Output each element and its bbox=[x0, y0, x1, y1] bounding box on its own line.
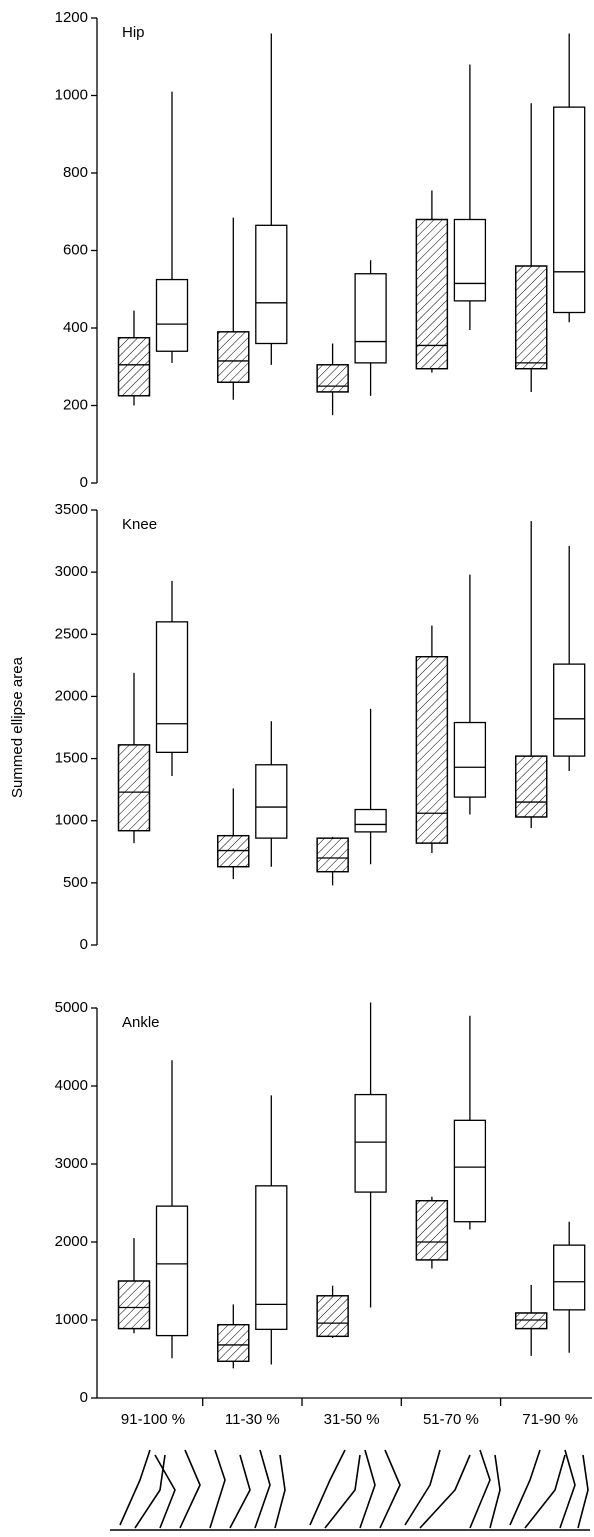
box-hatch bbox=[316, 837, 349, 873]
box bbox=[354, 273, 387, 364]
y-tick-label: 1200 bbox=[55, 9, 88, 26]
walking-figures bbox=[110, 1449, 590, 1531]
box bbox=[453, 218, 487, 302]
box-hatch bbox=[117, 1280, 151, 1330]
y-tick-label: 5000 bbox=[55, 999, 88, 1016]
box-hatch bbox=[217, 1324, 250, 1362]
y-tick-label: 200 bbox=[63, 396, 88, 413]
y-tick-label: 2500 bbox=[55, 625, 88, 642]
x-tick-label: 71-90 % bbox=[522, 1411, 578, 1428]
y-tick-label: 500 bbox=[63, 874, 88, 891]
y-tick-label: 1000 bbox=[55, 1311, 88, 1328]
box bbox=[453, 721, 487, 798]
y-tick-label: 600 bbox=[63, 241, 88, 258]
box bbox=[155, 1205, 189, 1337]
box-hatch bbox=[415, 1200, 449, 1261]
box-hatch bbox=[117, 337, 151, 397]
y-tick-label: 1000 bbox=[55, 812, 88, 829]
y-tick-label: 3000 bbox=[55, 1155, 88, 1172]
y-tick-label: 4000 bbox=[55, 1077, 88, 1094]
box bbox=[354, 808, 387, 833]
box bbox=[354, 1093, 387, 1193]
box bbox=[155, 621, 189, 754]
box-hatch bbox=[415, 218, 449, 370]
box bbox=[553, 663, 586, 757]
x-tick-label: 51-70 % bbox=[423, 1411, 479, 1428]
y-axis-label: Summed ellipse area bbox=[9, 656, 26, 798]
box bbox=[553, 1244, 586, 1311]
y-tick-label: 3000 bbox=[55, 563, 88, 580]
box-hatch bbox=[515, 755, 548, 818]
box bbox=[553, 106, 586, 314]
box-hatch bbox=[515, 1312, 548, 1330]
box bbox=[255, 1185, 288, 1331]
x-tick-label: 31-50 % bbox=[324, 1411, 380, 1428]
box bbox=[255, 764, 288, 839]
panel-title: Knee bbox=[122, 516, 157, 533]
box-hatch bbox=[415, 656, 449, 844]
y-tick-label: 2000 bbox=[55, 687, 88, 704]
panel-title: Hip bbox=[122, 24, 145, 41]
y-tick-label: 2000 bbox=[55, 1233, 88, 1250]
y-tick-label: 0 bbox=[80, 474, 88, 491]
box bbox=[155, 278, 189, 352]
box-hatch bbox=[117, 744, 151, 832]
x-tick-label: 91-100 % bbox=[121, 1411, 185, 1428]
y-tick-label: 0 bbox=[80, 1389, 88, 1406]
box-hatch bbox=[515, 265, 548, 370]
y-tick-label: 1500 bbox=[55, 750, 88, 767]
x-tick-label: 11-30 % bbox=[225, 1411, 280, 1428]
box bbox=[453, 1119, 487, 1223]
panel-title: Ankle bbox=[122, 1014, 160, 1031]
box-hatch bbox=[217, 331, 250, 383]
y-tick-label: 800 bbox=[63, 164, 88, 181]
y-tick-label: 400 bbox=[63, 319, 88, 336]
y-tick-label: 1000 bbox=[55, 86, 88, 103]
y-tick-label: 0 bbox=[80, 936, 88, 953]
y-tick-label: 3500 bbox=[55, 501, 88, 518]
box-hatch bbox=[316, 364, 349, 393]
box-hatch bbox=[316, 1295, 349, 1338]
box bbox=[255, 224, 288, 345]
